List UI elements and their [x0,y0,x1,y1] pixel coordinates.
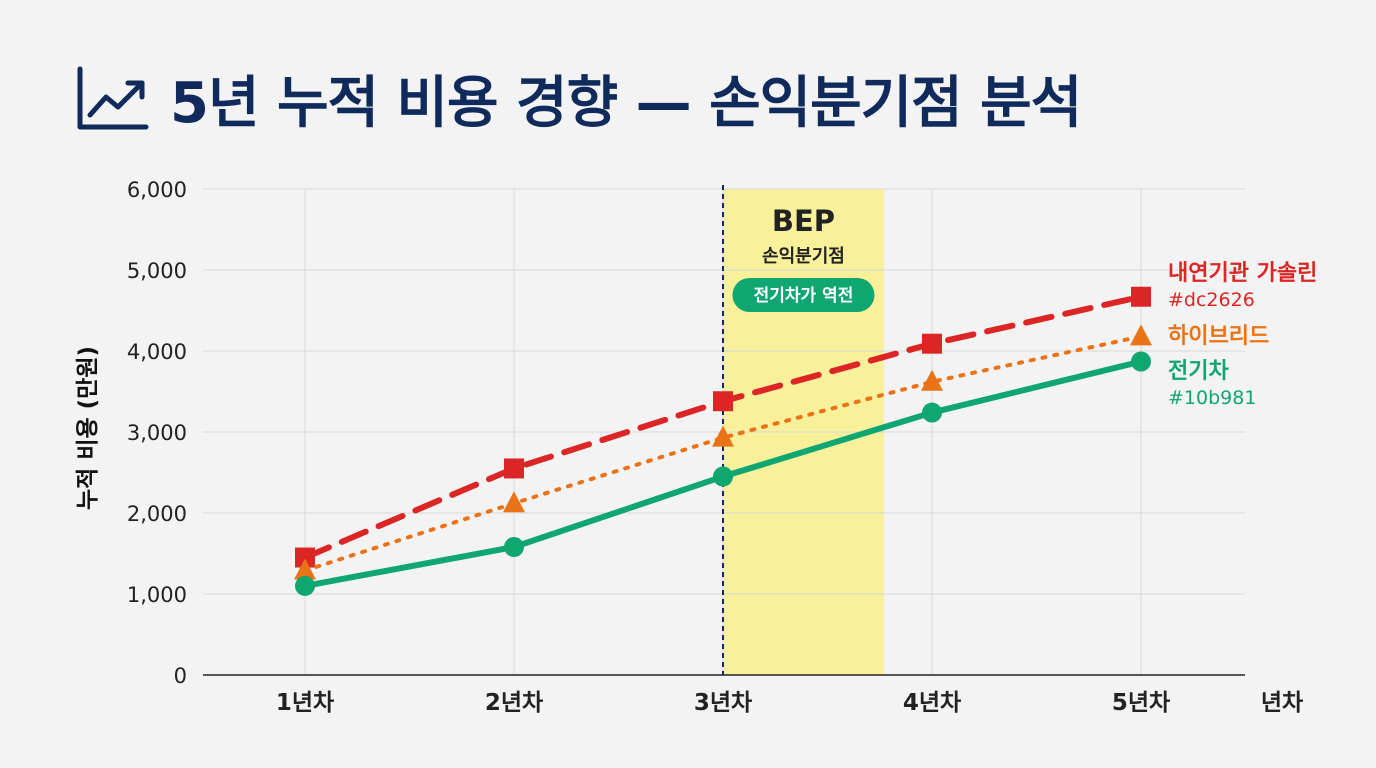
data-point-gas [713,391,733,412]
x-tick-label: 4년차 [903,690,961,716]
data-point-hybrid [503,491,525,513]
series-line-hybrid [303,334,1143,573]
data-point-hybrid [921,369,943,391]
bep-badge-label: 전기차가 역전 [754,286,854,306]
x-tick-label: 3년차 [694,690,752,716]
x-axis-unit: 년차 [1261,690,1303,716]
bep-annotation-subtitle: 손익분기점 [762,246,845,267]
y-tick-label: 0 [174,664,187,688]
data-point-gas [922,333,942,354]
trend-up-chart-icon [77,66,149,130]
bep-badge [732,278,875,312]
data-point-ev [922,402,942,423]
series-label-hybrid: 하이브리드 [1168,324,1269,349]
y-tick-label: 2,000 [127,502,187,526]
y-tick-label: 3,000 [127,421,187,445]
series-color-label-gas: #dc2626 [1168,289,1255,311]
data-point-hybrid [294,558,316,580]
chart-title: 5년 누적 비용 경향 — 손익분기점 분석 [170,70,1082,136]
data-point-ev [713,466,733,487]
y-axis-label: 누적 비용 (만원) [75,346,101,510]
data-point-hybrid [1130,324,1152,346]
series-label-ev: 전기차 [1168,359,1229,384]
data-point-gas [295,547,315,568]
y-tick-label: 6,000 [127,178,187,202]
data-point-gas [1131,286,1151,307]
data-point-ev [1131,351,1151,372]
x-tick-label: 5년차 [1112,690,1170,716]
data-point-ev [504,537,524,558]
y-tick-label: 5,000 [127,259,187,283]
data-point-ev [295,575,315,596]
series-label-gas: 내연기관 가솔린 [1168,261,1317,286]
y-tick-label: 4,000 [127,340,187,364]
data-point-hybrid [712,425,734,447]
y-tick-label: 1,000 [127,583,187,607]
bep-annotation-title: BEP [772,204,835,238]
data-point-gas [504,458,524,479]
x-tick-label: 1년차 [276,690,334,716]
x-tick-label: 2년차 [485,690,543,716]
title-row: 5년 누적 비용 경향 — 손익분기점 분석 [76,58,1082,138]
series-color-label-ev: #10b981 [1168,387,1256,409]
